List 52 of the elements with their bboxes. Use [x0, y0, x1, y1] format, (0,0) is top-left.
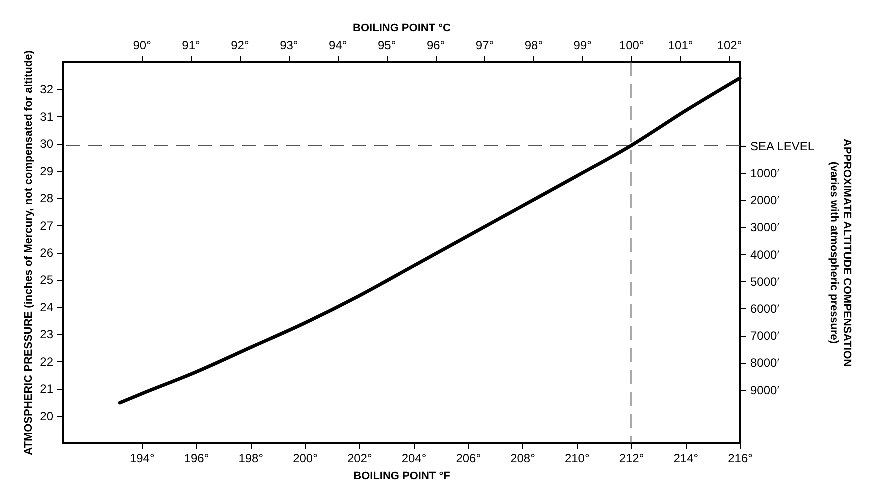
y2-tick-label: 3000′ [750, 220, 780, 235]
y-tick-label: 20 [40, 409, 54, 424]
y-tick-label: 27 [40, 218, 54, 233]
y2-tick-label: 5000′ [750, 274, 780, 289]
x2-axis-title: BOILING POINT °C [353, 22, 451, 34]
x-tick-label: 214° [674, 452, 699, 466]
y-tick-label: 24 [40, 300, 54, 314]
x2-tick-label: 95° [378, 38, 396, 52]
x2-tick-label: 102° [717, 38, 742, 52]
y2-tick-label: SEA LEVEL [750, 139, 815, 154]
x2-tick-label: 93° [280, 38, 298, 52]
x-tick-label: 206° [456, 452, 482, 466]
y-tick-label: 29 [40, 164, 54, 178]
x2-tick-label: 100° [619, 38, 644, 52]
y-tick-label: 31 [40, 110, 54, 124]
y2-tick-label: 6000′ [750, 302, 780, 316]
x2-tick-label: 98° [524, 38, 544, 52]
x-tick-label: 210° [564, 452, 590, 466]
x2-tick-label: 92° [231, 38, 250, 52]
y2-tick-label: 1000′ [750, 166, 780, 180]
x-axis-title: BOILING POINT °F [354, 470, 451, 482]
x-tick-label: 212° [619, 452, 644, 466]
x2-tick-label: 90° [133, 38, 152, 52]
y-tick-label: 25 [40, 273, 54, 288]
x-tick-label: 196° [184, 452, 210, 466]
y2-tick-label: 4000′ [750, 248, 780, 262]
x-tick-label: 216° [728, 452, 754, 466]
x-tick-label: 204° [402, 452, 427, 466]
y2-tick-label: 8000′ [750, 356, 780, 370]
x2-tick-label: 99° [574, 38, 592, 52]
y-tick-label: 28 [40, 192, 54, 206]
y-tick-label: 30 [40, 137, 54, 152]
y2-tick-label: 7000′ [750, 329, 780, 344]
x2-tick-label: 101° [668, 38, 694, 52]
y2-tick-label: 9000′ [750, 383, 780, 398]
x-tick-label: 194° [130, 452, 155, 466]
y-tick-label: 26 [40, 246, 54, 260]
y-tick-label: 22 [40, 354, 54, 369]
x-tick-label: 200° [293, 452, 318, 466]
y-tick-label: 21 [40, 382, 54, 396]
x-tick-label: 198° [238, 452, 264, 466]
x-tick-label: 208° [510, 452, 536, 466]
y2-tick-label: 2000′ [750, 194, 780, 208]
y-tick-label: 32 [40, 82, 54, 97]
x2-tick-label: 94° [329, 38, 348, 52]
y-axis-title: ATMOSPHERIC PRESSURE (inches of Mercury, not compensated for altitude) [23, 50, 36, 456]
x2-tick-label: 97° [476, 38, 494, 52]
x2-tick-label: 96° [426, 38, 446, 52]
y2-axis-title: APPROXIMATE ALTITUDE COMPENSATION (varies with atmospheric pressure) [828, 138, 854, 368]
y-tick-label: 23 [40, 328, 54, 342]
x-tick-label: 202° [347, 452, 372, 466]
x2-tick-label: 91° [182, 38, 201, 52]
